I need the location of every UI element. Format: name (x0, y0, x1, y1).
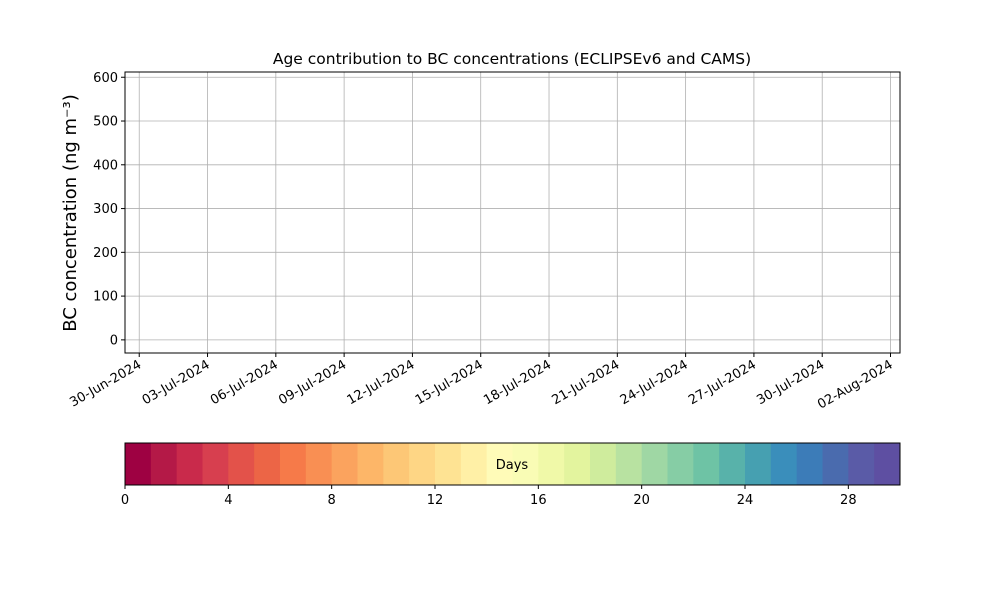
colorbar-segment (564, 443, 591, 485)
colorbar-segment (874, 443, 901, 485)
chart-title: Age contribution to BC concentrations (E… (273, 50, 751, 68)
colorbar-segment (305, 443, 333, 485)
colorbar-tick-label: 28 (840, 493, 857, 508)
x-tick-label: 30-Jun-2024 (67, 357, 144, 410)
colorbar-segment (228, 443, 255, 485)
colorbar-segment (538, 443, 565, 485)
colorbar-segment (512, 443, 539, 485)
colorbar-ticks: 0 4 8 12 16 20 24 28 (121, 485, 857, 508)
colorbar-segment (331, 443, 358, 485)
x-tick-label: 15-Jul-2024 (413, 357, 486, 408)
x-axis-ticks: 30-Jun-202403-Jul-202406-Jul-202409-Jul-… (67, 353, 896, 413)
colorbar-tick-label: 12 (427, 493, 444, 508)
colorbar-segment (254, 443, 281, 485)
colorbar-segment (667, 443, 694, 485)
colorbar-segment (176, 443, 203, 485)
y-tick-label: 300 (93, 202, 118, 217)
x-tick-label: 27-Jul-2024 (686, 357, 759, 408)
colorbar-segment (486, 443, 513, 485)
y-tick-label: 600 (93, 71, 118, 86)
colorbar-tick-label: 20 (633, 493, 650, 508)
colorbar-segment (435, 443, 462, 485)
plot-frame (124, 71, 901, 354)
colorbar-tick-label: 0 (121, 493, 129, 508)
x-tick-label: 02-Aug-2024 (815, 357, 895, 412)
x-tick-label: 24-Jul-2024 (618, 357, 691, 408)
y-tick-label: 400 (93, 158, 118, 173)
y-tick-label: 0 (110, 333, 118, 348)
y-tick-label: 500 (93, 115, 118, 130)
colorbar-segment (383, 443, 410, 485)
colorbar-tick-label: 8 (328, 493, 336, 508)
x-tick-label: 03-Jul-2024 (140, 357, 213, 408)
y-tick-label: 100 (93, 290, 118, 305)
x-tick-label: 06-Jul-2024 (208, 357, 281, 408)
colorbar-segment (693, 443, 720, 485)
colorbar-segment (822, 443, 849, 485)
colorbar-segment (745, 443, 772, 485)
colorbar-segment (409, 443, 436, 485)
colorbar (124, 442, 901, 486)
colorbar-segment (641, 443, 668, 485)
y-axis-label: BC concentration (ng m⁻³) (60, 94, 81, 332)
colorbar-segment (280, 443, 307, 485)
colorbar-segment (460, 443, 488, 485)
x-tick-label: 12-Jul-2024 (345, 357, 418, 408)
colorbar-segment (719, 443, 746, 485)
colorbar-tick-label: 16 (530, 493, 547, 508)
colorbar-segment (770, 443, 798, 485)
colorbar-segment (848, 443, 875, 485)
y-axis-ticks: 0 100 200 300 400 500 600 (93, 71, 125, 348)
colorbar-segment (796, 443, 823, 485)
colorbar-segment (615, 443, 643, 485)
colorbar-segment (125, 443, 152, 485)
colorbar-label: Days (496, 458, 529, 473)
y-tick-label: 200 (93, 246, 118, 261)
colorbar-segment (150, 443, 178, 485)
colorbar-tick-label: 24 (737, 493, 754, 508)
grid-lines (125, 72, 900, 353)
x-tick-label: 09-Jul-2024 (276, 357, 349, 408)
x-tick-label: 18-Jul-2024 (481, 357, 554, 408)
colorbar-tick-label: 4 (224, 493, 232, 508)
colorbar-frame (124, 442, 901, 486)
colorbar-segment (357, 443, 384, 485)
x-tick-label: 21-Jul-2024 (550, 357, 623, 408)
colorbar-segment (202, 443, 229, 485)
colorbar-segment (590, 443, 617, 485)
